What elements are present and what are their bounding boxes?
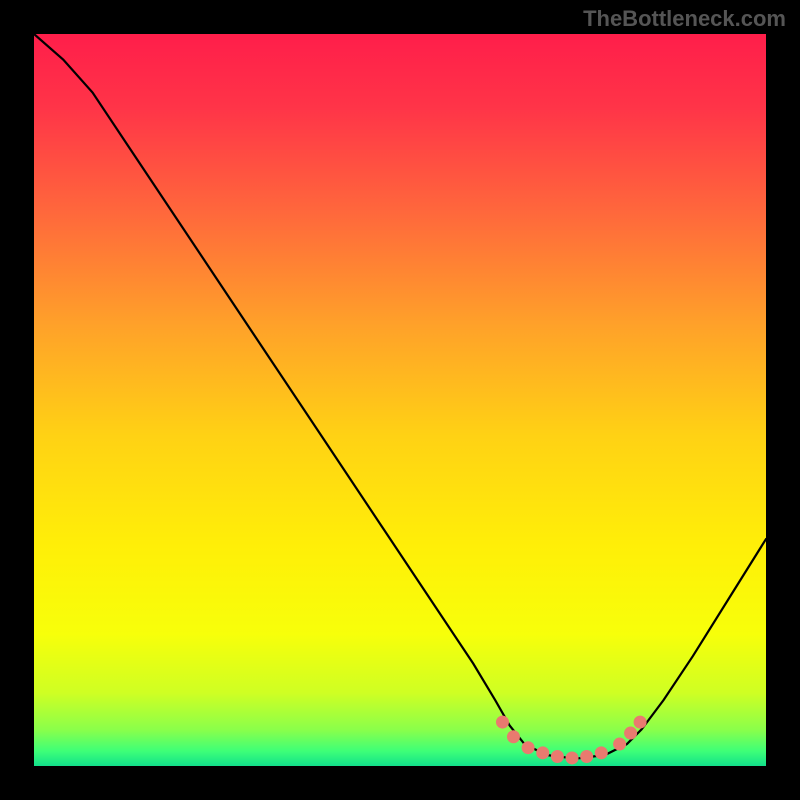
chart-svg xyxy=(34,34,766,766)
chart-background xyxy=(34,34,766,766)
marker-dot xyxy=(496,716,509,729)
marker-dot xyxy=(551,750,564,763)
marker-dot xyxy=(634,716,647,729)
marker-dot xyxy=(595,746,608,759)
marker-dot xyxy=(580,750,593,763)
marker-dot xyxy=(566,751,579,764)
watermark-text: TheBottleneck.com xyxy=(583,6,786,32)
marker-dot xyxy=(624,727,637,740)
marker-dot xyxy=(507,730,520,743)
marker-dot xyxy=(613,738,626,751)
marker-dot xyxy=(522,741,535,754)
chart-plot-area xyxy=(34,34,766,766)
marker-dot xyxy=(536,746,549,759)
